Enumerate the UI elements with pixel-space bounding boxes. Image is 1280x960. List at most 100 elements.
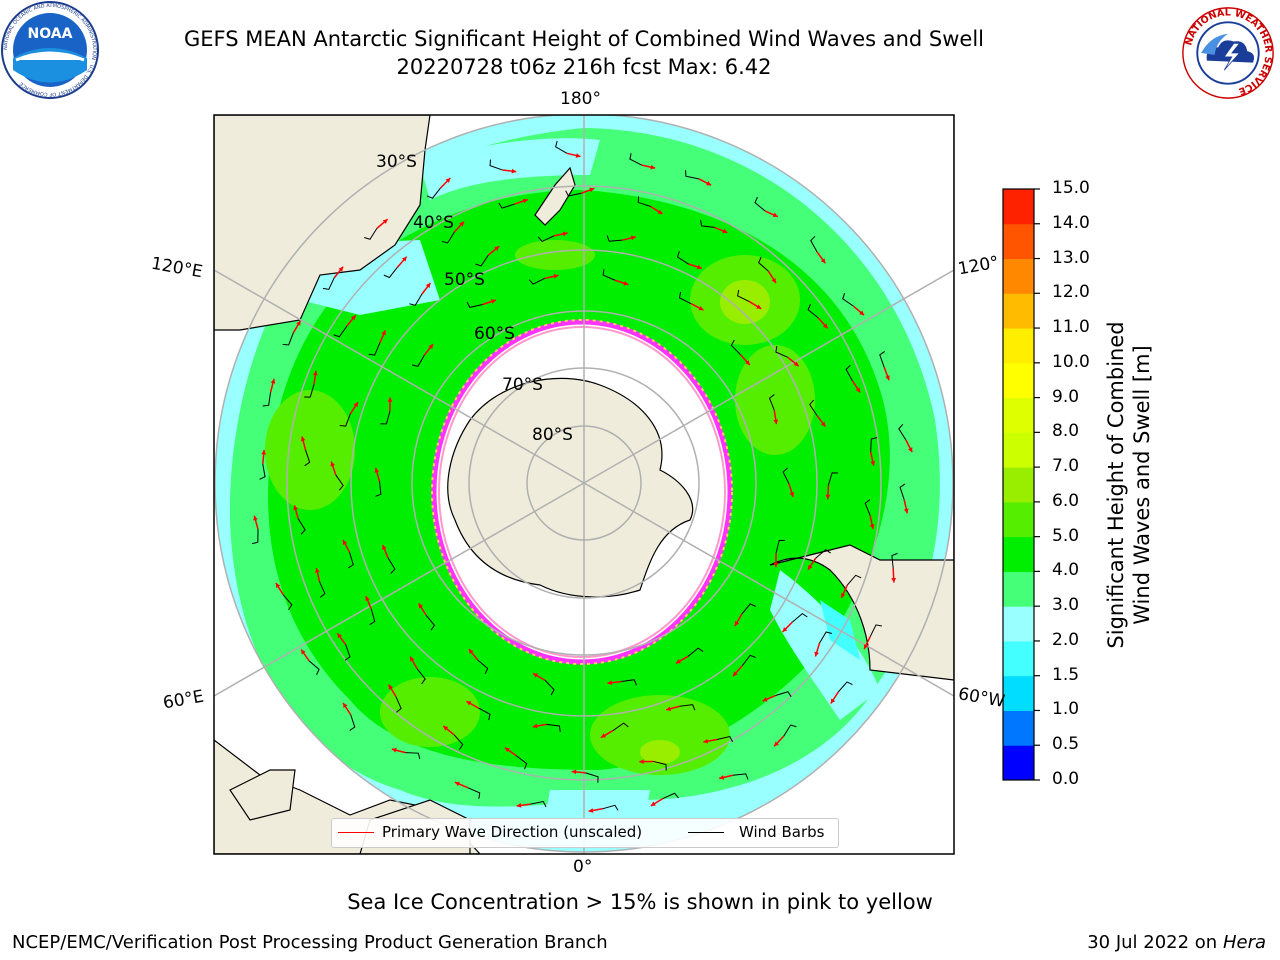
wind-barb <box>629 153 642 166</box>
wave-arrow-head <box>623 280 629 286</box>
wind-barb <box>475 254 489 267</box>
colorbar-tick-label: 6.0 <box>1052 490 1080 511</box>
wave-arrow-head <box>382 219 388 224</box>
wind-barb <box>262 392 272 407</box>
wave-arrow-head <box>445 178 451 183</box>
wind-barb <box>530 801 547 808</box>
colorbar-tick-label: 4.0 <box>1052 560 1080 581</box>
wave-arrow-head <box>822 323 828 329</box>
wave-arrow-head <box>343 702 348 708</box>
wave-legend-label: Primary Wave Direction (unscaled) <box>382 823 643 841</box>
wave-arrow-head <box>300 436 306 442</box>
wind-barb <box>898 423 907 441</box>
wind-barb <box>845 364 853 381</box>
wave-arrow-head <box>774 741 779 747</box>
wind-barb <box>819 631 833 644</box>
lat-label-50s: 50°S <box>444 270 485 290</box>
wind-barb <box>782 467 790 484</box>
wind-barb <box>653 760 667 771</box>
wave-arrow-head <box>630 235 636 241</box>
wind-barb <box>467 787 481 799</box>
wind-barb <box>864 499 871 516</box>
wind-barb <box>732 773 749 780</box>
wave-arrow-head <box>762 697 768 702</box>
wave-arrow-head <box>351 315 356 321</box>
colorbar-segment <box>1003 501 1034 538</box>
wave-arrow-head <box>296 320 301 326</box>
wind-barb <box>282 594 293 611</box>
wave-arrow-head <box>732 671 738 677</box>
colorbar-segment <box>1003 606 1034 642</box>
colorbar-segment <box>1003 189 1034 225</box>
colorbar-segment <box>1003 640 1034 677</box>
wave-arrow-head <box>588 808 594 813</box>
wave-arrow-head <box>504 747 510 753</box>
colorbar-tick-label: 8.0 <box>1052 421 1080 442</box>
wave-arrow-head <box>337 633 342 639</box>
wave-arrow-head <box>562 231 568 237</box>
colorbar-tick-label: 1.0 <box>1052 699 1080 720</box>
wave-arrow-head <box>533 673 539 678</box>
wind-legend-label: Wind Barbs <box>739 823 825 841</box>
colorbar-segment <box>1003 710 1034 746</box>
wave-arrow-head <box>650 801 656 806</box>
lon-label-0: 0° <box>573 857 593 877</box>
colorbar-segment <box>1003 328 1034 364</box>
madagascar <box>229 769 296 821</box>
wave-arrow-head <box>589 187 595 193</box>
wave-arrow-head <box>734 620 740 626</box>
colorbar-segment <box>1003 362 1034 399</box>
wave-arrow-head <box>745 360 750 365</box>
wind-barb <box>335 474 344 491</box>
wave-arrow-head <box>756 304 762 309</box>
colorbar-segment <box>1003 467 1034 503</box>
wind-barb <box>637 196 651 208</box>
colorbar-segment <box>1003 571 1034 607</box>
wind-barb <box>528 277 545 285</box>
wave-arrow-head <box>696 264 702 270</box>
wind-barb <box>383 266 398 279</box>
wind-barb <box>737 289 750 303</box>
wind-barb <box>602 804 619 811</box>
wind-barb <box>347 552 354 569</box>
wave-arrow-head <box>719 775 725 780</box>
wave-arrow-head <box>675 659 681 664</box>
wind-barb <box>838 681 853 693</box>
map-area <box>214 115 954 854</box>
new-zealand <box>534 166 576 226</box>
wave-arrow-head <box>825 494 831 500</box>
wave-arrow-head <box>859 310 865 316</box>
wind-barb <box>606 235 623 242</box>
wind-barb <box>754 196 766 212</box>
colorbar-tick-label: 7.0 <box>1052 456 1080 477</box>
wave-arrow-head <box>789 492 795 497</box>
antarctica <box>447 377 694 598</box>
colorbar-ticks <box>1034 188 1040 781</box>
wind-barb <box>368 342 381 356</box>
colorbar-tick-label: 5.0 <box>1052 525 1080 546</box>
colorbar-segment <box>1003 293 1034 329</box>
wave-arrow-head <box>830 698 836 704</box>
colorbar-tick-label: 9.0 <box>1052 386 1080 407</box>
wave-arrow-head <box>342 539 348 545</box>
wind-barb <box>792 612 808 623</box>
lat-label-30s: 30°S <box>376 152 417 172</box>
colorbar-title-line1: Significant Height of Combined <box>1104 321 1128 649</box>
wave-arrow-head <box>793 361 799 367</box>
wave-arrow-head <box>782 627 788 632</box>
wind-barb <box>730 339 741 355</box>
wave-arrow-head <box>270 378 276 384</box>
wind-barb <box>411 354 425 367</box>
chart-subtitle: 20220728 t06z 216h fcst Max: 6.42 <box>396 55 772 79</box>
wind-barb <box>322 277 335 290</box>
wind-barb <box>339 413 351 427</box>
wind-barb <box>537 235 555 243</box>
footer-machine: Hera <box>1222 932 1266 953</box>
wave-direction-arrows <box>251 140 913 813</box>
wind-barb <box>426 187 441 199</box>
wave-arrow-head <box>312 370 318 376</box>
wave-arrow-head <box>600 733 606 738</box>
wind-barb <box>899 483 906 500</box>
wave-arrow-head <box>772 212 778 218</box>
